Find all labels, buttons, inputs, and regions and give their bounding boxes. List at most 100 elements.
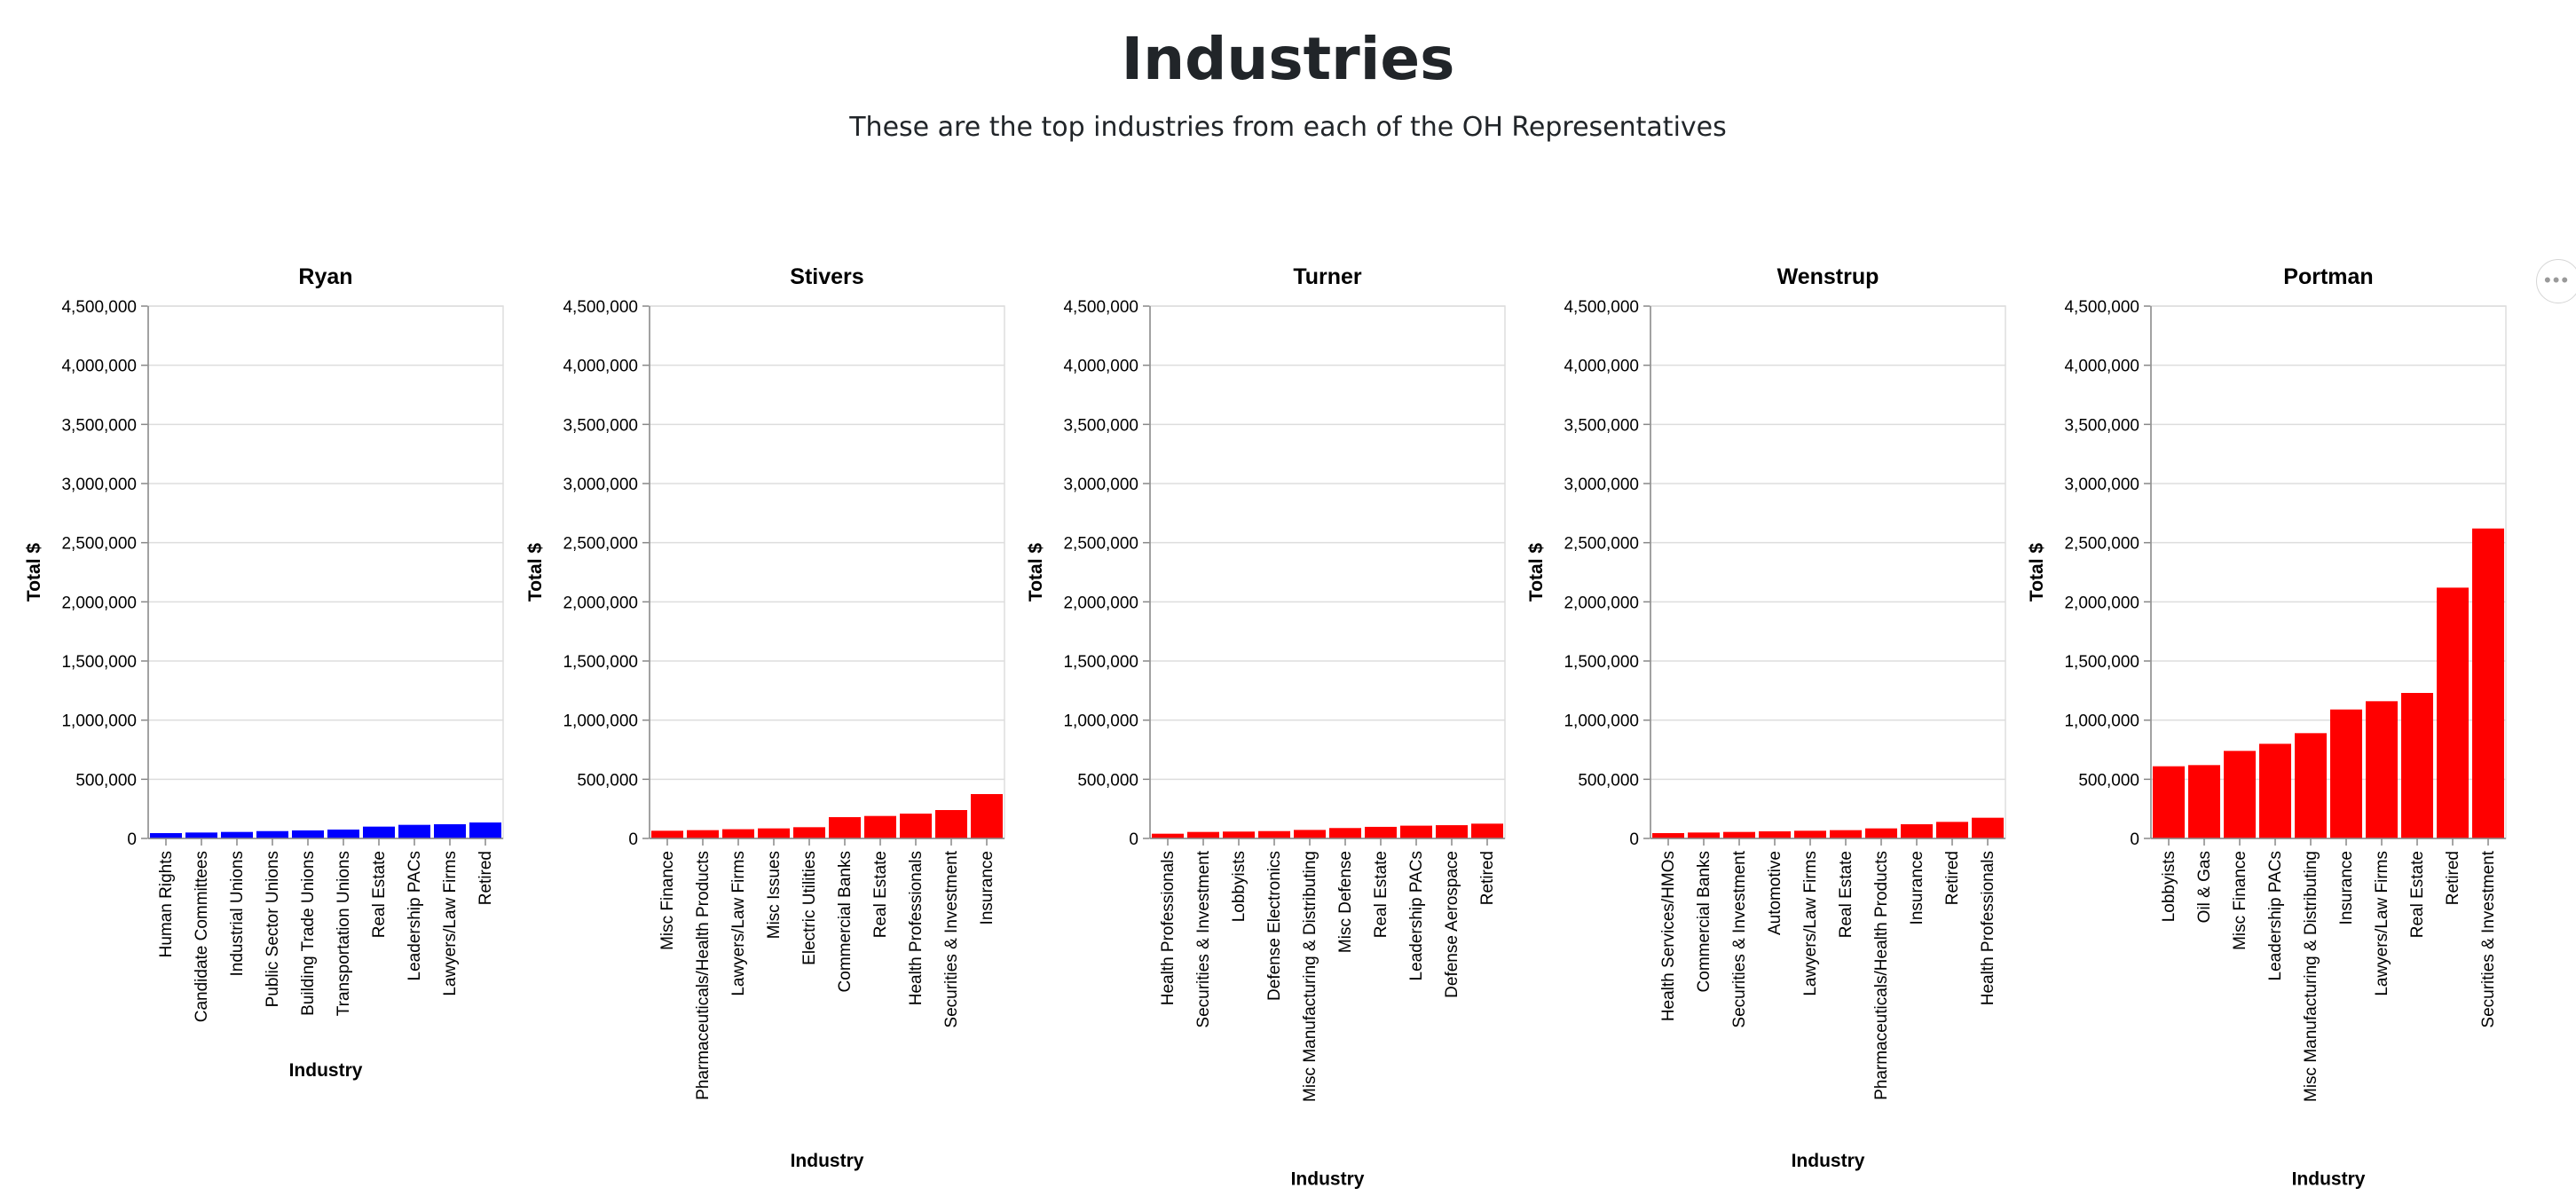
bar-real-estate[interactable]: [1365, 826, 1397, 838]
bar-automotive[interactable]: [1759, 831, 1791, 838]
bar-human-rights[interactable]: [150, 833, 182, 838]
bar-securities-investment[interactable]: [1187, 831, 1219, 838]
x-tick-label: Health Professionals: [1979, 851, 1997, 1005]
chart-portman: Portman 0 500,000 1,000,000 1,500,000 2,000,0…: [2027, 264, 2507, 1190]
bar-lawyers-law-firms[interactable]: [722, 829, 754, 838]
x-tick-label: Misc Manufacturing & Distributing: [2302, 851, 2320, 1102]
bar-securities-investment[interactable]: [1723, 831, 1755, 838]
y-tick-label: 0: [1629, 830, 1639, 849]
y-tick-label: 4,000,000: [2064, 358, 2139, 376]
bar-oil-gas[interactable]: [2188, 765, 2220, 838]
bar-retired[interactable]: [469, 822, 501, 838]
chart-ryan: Ryan 0 500,000 1,000,000 1,500,000 2,000,000 2…: [24, 264, 504, 1081]
x-tick-label: Real Estate: [1372, 851, 1390, 938]
x-tick-label: Misc Manufacturing & Distributing: [1301, 851, 1320, 1102]
bar-real-estate[interactable]: [864, 815, 896, 838]
bar-misc-manufacturing-distributing[interactable]: [1294, 830, 1326, 838]
y-tick-label: 4,500,000: [1063, 298, 1138, 317]
x-tick-label: Lawyers/Law Firms: [441, 851, 460, 996]
y-tick-label: 1,000,000: [2064, 712, 2139, 731]
bar-transportation-unions[interactable]: [327, 830, 359, 838]
bar-misc-issues[interactable]: [758, 828, 790, 838]
bar-insurance[interactable]: [971, 794, 1003, 838]
chart-turner: Turner 0 500,000 1,000,000 1,500,000 2,000,00…: [1026, 264, 1506, 1190]
bar-commercial-banks[interactable]: [1688, 832, 1720, 838]
x-tick-label: Misc Finance: [658, 851, 677, 950]
bar-commercial-banks[interactable]: [829, 817, 861, 838]
x-axis-title: Industry: [289, 1060, 363, 1081]
bar-lawyers-law-firms[interactable]: [2366, 701, 2398, 838]
bar-electric-utilities[interactable]: [793, 827, 825, 838]
x-axis-title: Industry: [2292, 1169, 2366, 1190]
bar-lobbyists[interactable]: [1223, 831, 1255, 838]
x-tick-label: Pharmaceuticals/Health Products: [1872, 851, 1891, 1100]
bar-industrial-unions[interactable]: [221, 831, 253, 838]
x-tick-label: Securities & Investment: [942, 850, 961, 1027]
y-tick-label: 3,000,000: [1564, 476, 1639, 494]
bar-retired[interactable]: [1936, 822, 1968, 838]
x-tick-label: Retired: [2444, 851, 2462, 905]
x-tick-label: Commercial Banks: [836, 851, 855, 992]
bar-defense-aerospace[interactable]: [1436, 825, 1468, 838]
y-tick-label: 500,000: [577, 771, 638, 790]
bar-pharmaceuticals-health-products[interactable]: [687, 830, 719, 838]
x-tick-label: Health Professionals: [907, 851, 926, 1005]
x-tick-label: Lawyers/Law Firms: [2373, 851, 2391, 996]
bar-misc-manufacturing-distributing[interactable]: [2295, 733, 2327, 838]
plot-frame: [147, 305, 504, 839]
x-axis-title: Industry: [791, 1151, 864, 1171]
bar-real-estate[interactable]: [2401, 693, 2433, 838]
bar-misc-finance[interactable]: [2224, 751, 2256, 838]
bar-building-trade-unions[interactable]: [292, 830, 324, 838]
bar-real-estate[interactable]: [363, 826, 395, 838]
plot-frame: [1650, 305, 2006, 839]
bar-real-estate[interactable]: [1830, 830, 1862, 838]
bar-misc-defense[interactable]: [1329, 828, 1361, 838]
x-tick-label: Electric Utilities: [800, 851, 819, 965]
y-tick-label: 3,000,000: [563, 476, 638, 494]
bar-public-sector-unions[interactable]: [256, 830, 288, 838]
bar-leadership-pacs[interactable]: [398, 824, 430, 838]
bar-health-professionals[interactable]: [1152, 833, 1184, 838]
bar-misc-finance[interactable]: [651, 830, 683, 838]
x-tick-label: Lobbyists: [2160, 851, 2178, 922]
chart-title: Turner: [1293, 264, 1362, 289]
y-tick-label: 500,000: [1578, 771, 1639, 790]
x-tick-label: Lawyers/Law Firms: [1801, 851, 1820, 996]
bar-defense-electronics[interactable]: [1258, 830, 1290, 838]
bar-leadership-pacs[interactable]: [2259, 744, 2291, 838]
bar-retired[interactable]: [2437, 587, 2469, 838]
x-tick-label: Oil & Gas: [2195, 851, 2214, 923]
y-tick-label: 4,500,000: [61, 298, 137, 317]
x-tick-label: Defense Electronics: [1265, 851, 1284, 1001]
bar-insurance[interactable]: [2330, 709, 2362, 838]
x-tick-label: Insurance: [1908, 851, 1926, 925]
y-tick-label: 500,000: [75, 771, 137, 790]
x-tick-label: Retired: [477, 851, 495, 905]
bar-candidate-committees[interactable]: [185, 832, 217, 838]
bar-securities-investment[interactable]: [935, 810, 967, 838]
bar-lobbyists[interactable]: [2153, 766, 2185, 838]
x-tick-label: Real Estate: [370, 851, 389, 938]
x-tick-label: Real Estate: [2408, 851, 2427, 938]
bar-health-services-hmos[interactable]: [1652, 833, 1684, 838]
bar-securities-investment[interactable]: [2472, 528, 2504, 838]
bar-retired[interactable]: [1471, 823, 1503, 838]
bar-lawyers-law-firms[interactable]: [1794, 830, 1826, 838]
bar-insurance[interactable]: [1901, 824, 1933, 838]
y-tick-label: 1,000,000: [61, 712, 137, 731]
bar-leadership-pacs[interactable]: [1400, 825, 1432, 838]
y-tick-label: 3,500,000: [563, 416, 638, 435]
bar-lawyers-law-firms[interactable]: [434, 824, 466, 838]
y-axis-title: Total $: [1526, 543, 1547, 602]
x-tick-label: Commercial Banks: [1695, 851, 1713, 992]
ellipsis-icon[interactable]: •••: [2536, 259, 2576, 303]
y-axis-title: Total $: [24, 543, 44, 602]
x-axis-title: Industry: [1792, 1151, 1865, 1171]
charts-container: Ryan 0 500,000 1,000,000 1,500,000 2,000,000 2…: [24, 264, 2507, 1190]
bar-health-professionals[interactable]: [1972, 817, 2004, 838]
bar-pharmaceuticals-health-products[interactable]: [1865, 828, 1897, 838]
x-tick-label: Securities & Investment: [2479, 850, 2498, 1027]
y-axis-title: Total $: [525, 543, 546, 602]
bar-health-professionals[interactable]: [900, 814, 932, 838]
